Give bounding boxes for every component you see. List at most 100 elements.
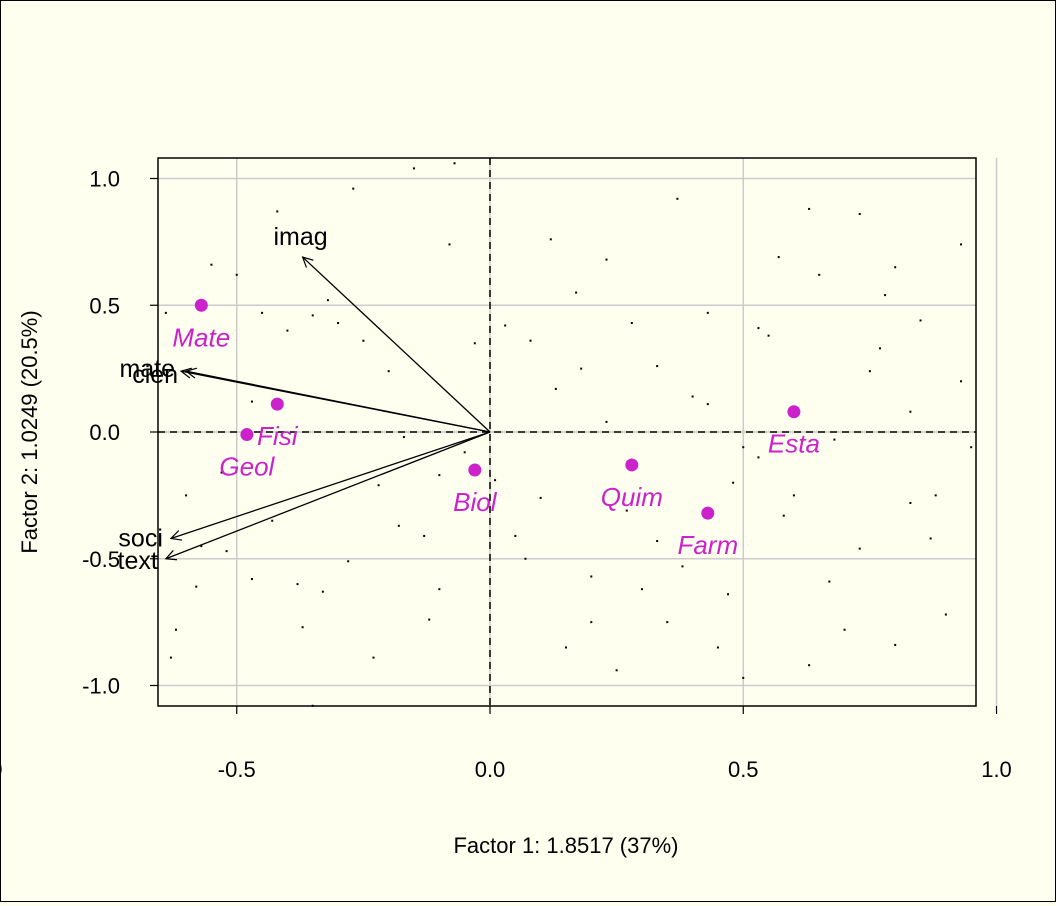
background-dot — [301, 626, 304, 629]
x-tick-label: 0.0 — [475, 757, 506, 782]
x-tick-label: 0.5 — [728, 757, 759, 782]
background-dot — [808, 207, 811, 210]
axes: -1.0-0.50.00.51.01.5-1.0-0.50.00.51.0 — [0, 167, 1012, 783]
background-dot — [235, 273, 238, 276]
background-dot — [504, 324, 507, 327]
y-tick-label: -1.0 — [82, 674, 120, 699]
background-dot — [727, 593, 730, 596]
background-dot — [879, 347, 882, 350]
background-dot — [225, 550, 228, 553]
background-dot — [347, 560, 350, 563]
vector-soci — [171, 431, 491, 538]
y-tick-label: -0.5 — [82, 547, 120, 572]
background-dot — [169, 656, 172, 659]
point-label-mate: Mate — [172, 322, 230, 352]
background-dot — [681, 565, 684, 568]
background-dot — [929, 537, 932, 540]
background-dot — [250, 578, 253, 581]
background-dot — [944, 613, 947, 616]
y-axis-label: Factor 2: 1.0249 (20.5%) — [17, 310, 42, 553]
background-dot — [742, 676, 745, 679]
background-dot — [742, 446, 745, 449]
x-tick-label: 1.0 — [981, 757, 1012, 782]
background-dot — [590, 621, 593, 624]
point-geol — [240, 428, 254, 442]
background-dot — [372, 656, 375, 659]
background-dot — [706, 403, 709, 406]
background-dot — [529, 339, 532, 342]
background-dot — [676, 197, 679, 200]
background-dot — [656, 365, 659, 368]
point-label-farm: Farm — [677, 530, 738, 560]
point-label-biol: Biol — [453, 487, 498, 517]
vector-label-cien: cien — [132, 361, 178, 389]
background-dot — [210, 263, 213, 266]
point-label-esta: Esta — [768, 429, 820, 459]
background-dot — [909, 501, 912, 504]
background-dot — [220, 471, 223, 474]
background-dot — [580, 367, 583, 370]
x-tick-label: -1.0 — [1, 757, 2, 782]
point-label-quim: Quim — [601, 482, 663, 512]
background-dot — [554, 387, 557, 390]
background-dot — [362, 339, 365, 342]
point-label-geol: Geol — [219, 452, 275, 482]
background-dot — [185, 494, 188, 497]
background-dot — [960, 243, 963, 246]
background-dot — [792, 494, 795, 497]
background-dot — [970, 446, 973, 449]
background-dot — [909, 410, 912, 413]
background-dot — [250, 400, 253, 403]
background-dot — [894, 643, 897, 646]
background-dot — [174, 628, 177, 631]
background-dot — [423, 534, 426, 537]
vector-text — [166, 431, 491, 559]
background-dot — [884, 294, 887, 297]
background-dot — [828, 580, 831, 583]
background-dot — [514, 534, 517, 537]
background-dot — [438, 588, 441, 591]
reference-lines — [158, 158, 976, 706]
background-dot — [630, 321, 633, 324]
background-dot — [590, 575, 593, 578]
background-dot — [894, 266, 897, 269]
background-dot — [575, 291, 578, 294]
y-tick-label: 0.0 — [89, 420, 120, 445]
background-dot — [858, 547, 861, 550]
vector-label-imag: imag — [274, 223, 328, 251]
background-dot — [402, 436, 405, 439]
point-label-fisi: Fisi — [257, 421, 299, 451]
y-tick-label: 0.5 — [89, 293, 120, 318]
background-dot — [438, 474, 441, 477]
background-dot — [326, 299, 329, 302]
background-dot — [564, 646, 567, 649]
background-dot — [463, 451, 466, 454]
background-dot — [387, 370, 390, 373]
background-dot — [195, 585, 198, 588]
point-quim — [625, 458, 639, 472]
point-farm — [701, 506, 715, 520]
point-fisi — [270, 397, 284, 411]
background-dot — [413, 167, 416, 170]
background-dot — [706, 311, 709, 314]
background-dot — [625, 509, 628, 512]
background-dot — [691, 395, 694, 398]
point-mate — [194, 298, 208, 312]
background-dot — [311, 314, 314, 317]
point-biol — [468, 463, 482, 477]
background-dot — [732, 481, 735, 484]
vector-label-soci: soci — [118, 524, 162, 552]
background-dot — [858, 212, 861, 215]
background-dot — [337, 321, 340, 324]
background-dot — [494, 479, 497, 482]
background-dot — [934, 494, 937, 497]
background-dot — [782, 514, 785, 517]
background-dot — [960, 380, 963, 383]
vector-label-mate: mate — [119, 355, 175, 383]
background-dot — [539, 496, 542, 499]
background-dot — [656, 540, 659, 543]
background-dot — [666, 621, 669, 624]
background-dot — [276, 210, 279, 213]
